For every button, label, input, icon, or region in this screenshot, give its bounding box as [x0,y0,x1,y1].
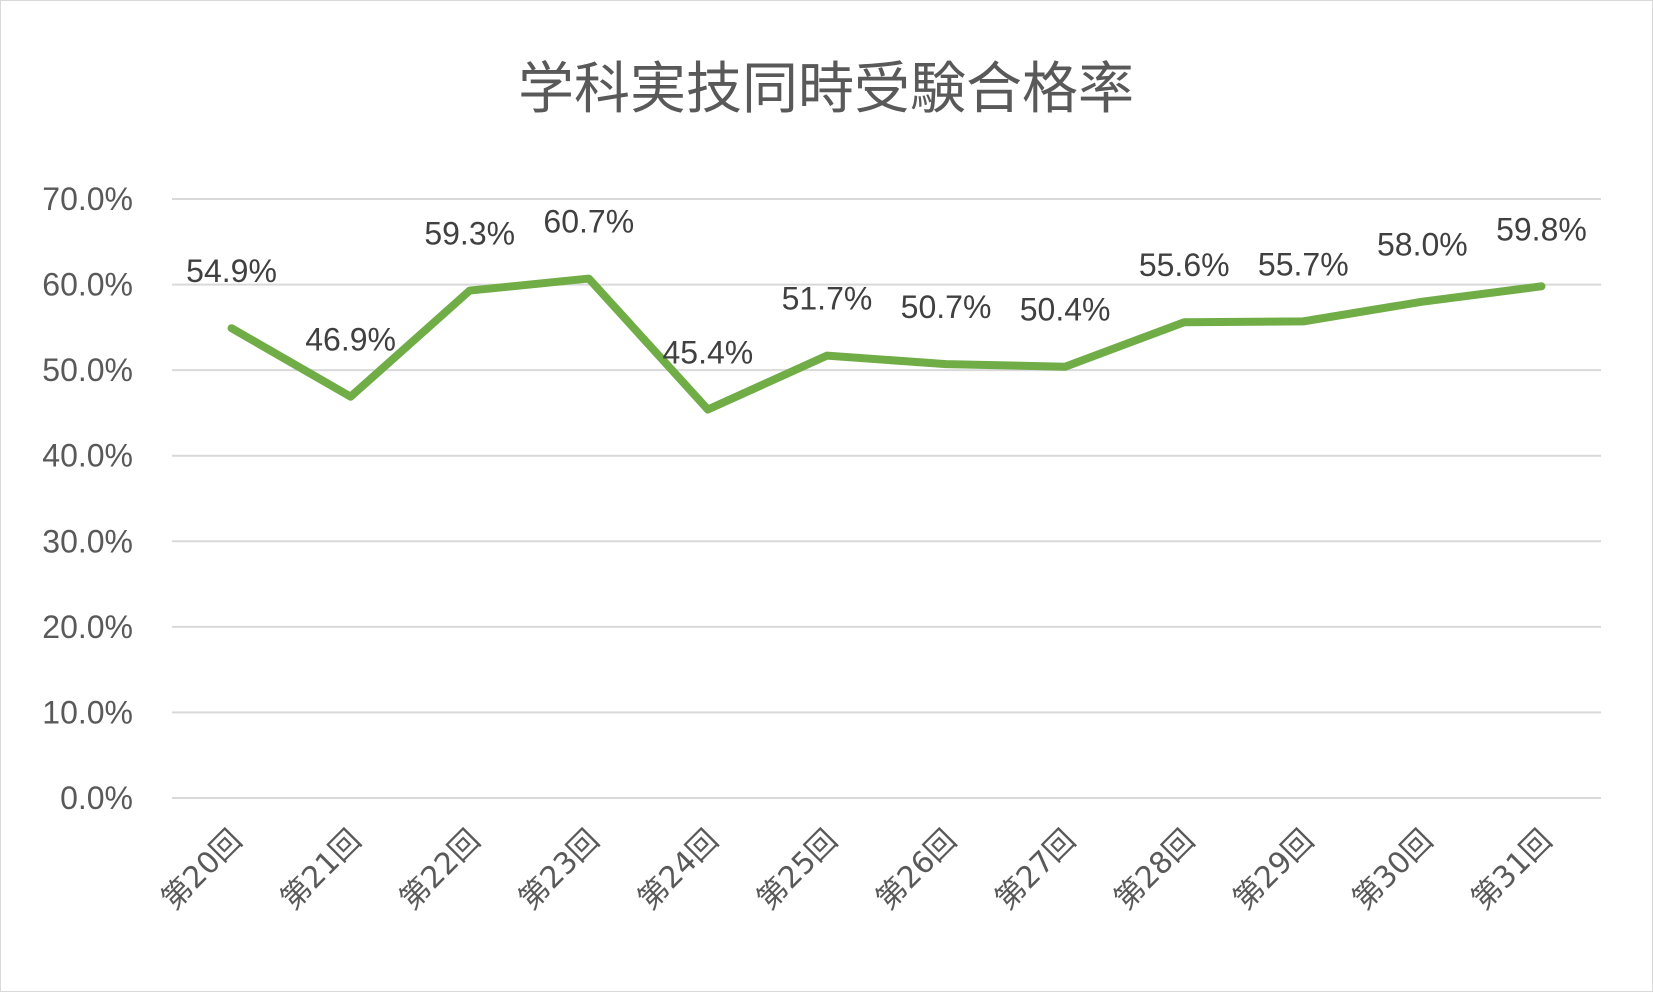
x-tick-label: 第29回 [1227,823,1321,917]
data-labels: 54.9% 46.9% 59.3% 60.7% 45.4% 51.7% 50.7% 50.4%… [186,204,1587,371]
x-tick-label: 第20回 [155,823,249,917]
data-label: 59.3% [424,216,515,252]
y-tick-label: 20.0% [42,609,133,645]
chart-title: 学科実技同時受験合格率 [518,57,1134,122]
data-label: 59.8% [1496,211,1587,247]
series-line [227,274,1546,414]
x-tick-label: 第21回 [274,823,368,917]
data-label: 50.4% [1020,292,1111,328]
y-tick-label: 10.0% [42,694,133,730]
y-tick-label: 30.0% [42,523,133,559]
data-label: 54.9% [186,253,277,289]
data-label: 51.7% [782,281,873,317]
data-label: 50.7% [901,289,992,325]
y-tick-label: 0.0% [60,780,133,816]
series-layer [227,274,1546,414]
data-label: 55.7% [1258,246,1349,282]
x-tick-label: 第22回 [393,823,487,917]
y-tick-label: 50.0% [42,352,133,388]
data-label: 55.6% [1139,247,1230,283]
y-axis-ticks: 0.0% 10.0% 20.0% 30.0% 40.0% 50.0% 60.0% 70.0% [42,181,133,816]
y-tick-label: 70.0% [42,181,133,217]
x-tick-label: 第26回 [870,823,964,917]
x-axis-ticks: 第20回 第21回 第22回 第23回 第24回 第25回 第26回 第27回 第28回 第29回… [155,823,1559,917]
x-tick-label: 第23回 [512,823,606,917]
y-tick-label: 60.0% [42,267,133,303]
data-label: 46.9% [305,322,396,358]
x-tick-label: 第30回 [1346,823,1440,917]
data-label: 45.4% [663,335,754,371]
x-tick-label: 第25回 [750,823,844,917]
gridlines [172,198,1601,799]
y-tick-label: 40.0% [42,438,133,474]
x-tick-label: 第28回 [1108,823,1202,917]
x-tick-label: 第31回 [1465,823,1559,917]
data-label: 60.7% [543,204,634,240]
x-tick-label: 第27回 [989,823,1083,917]
x-tick-label: 第24回 [631,823,725,917]
data-label: 58.0% [1377,227,1468,263]
